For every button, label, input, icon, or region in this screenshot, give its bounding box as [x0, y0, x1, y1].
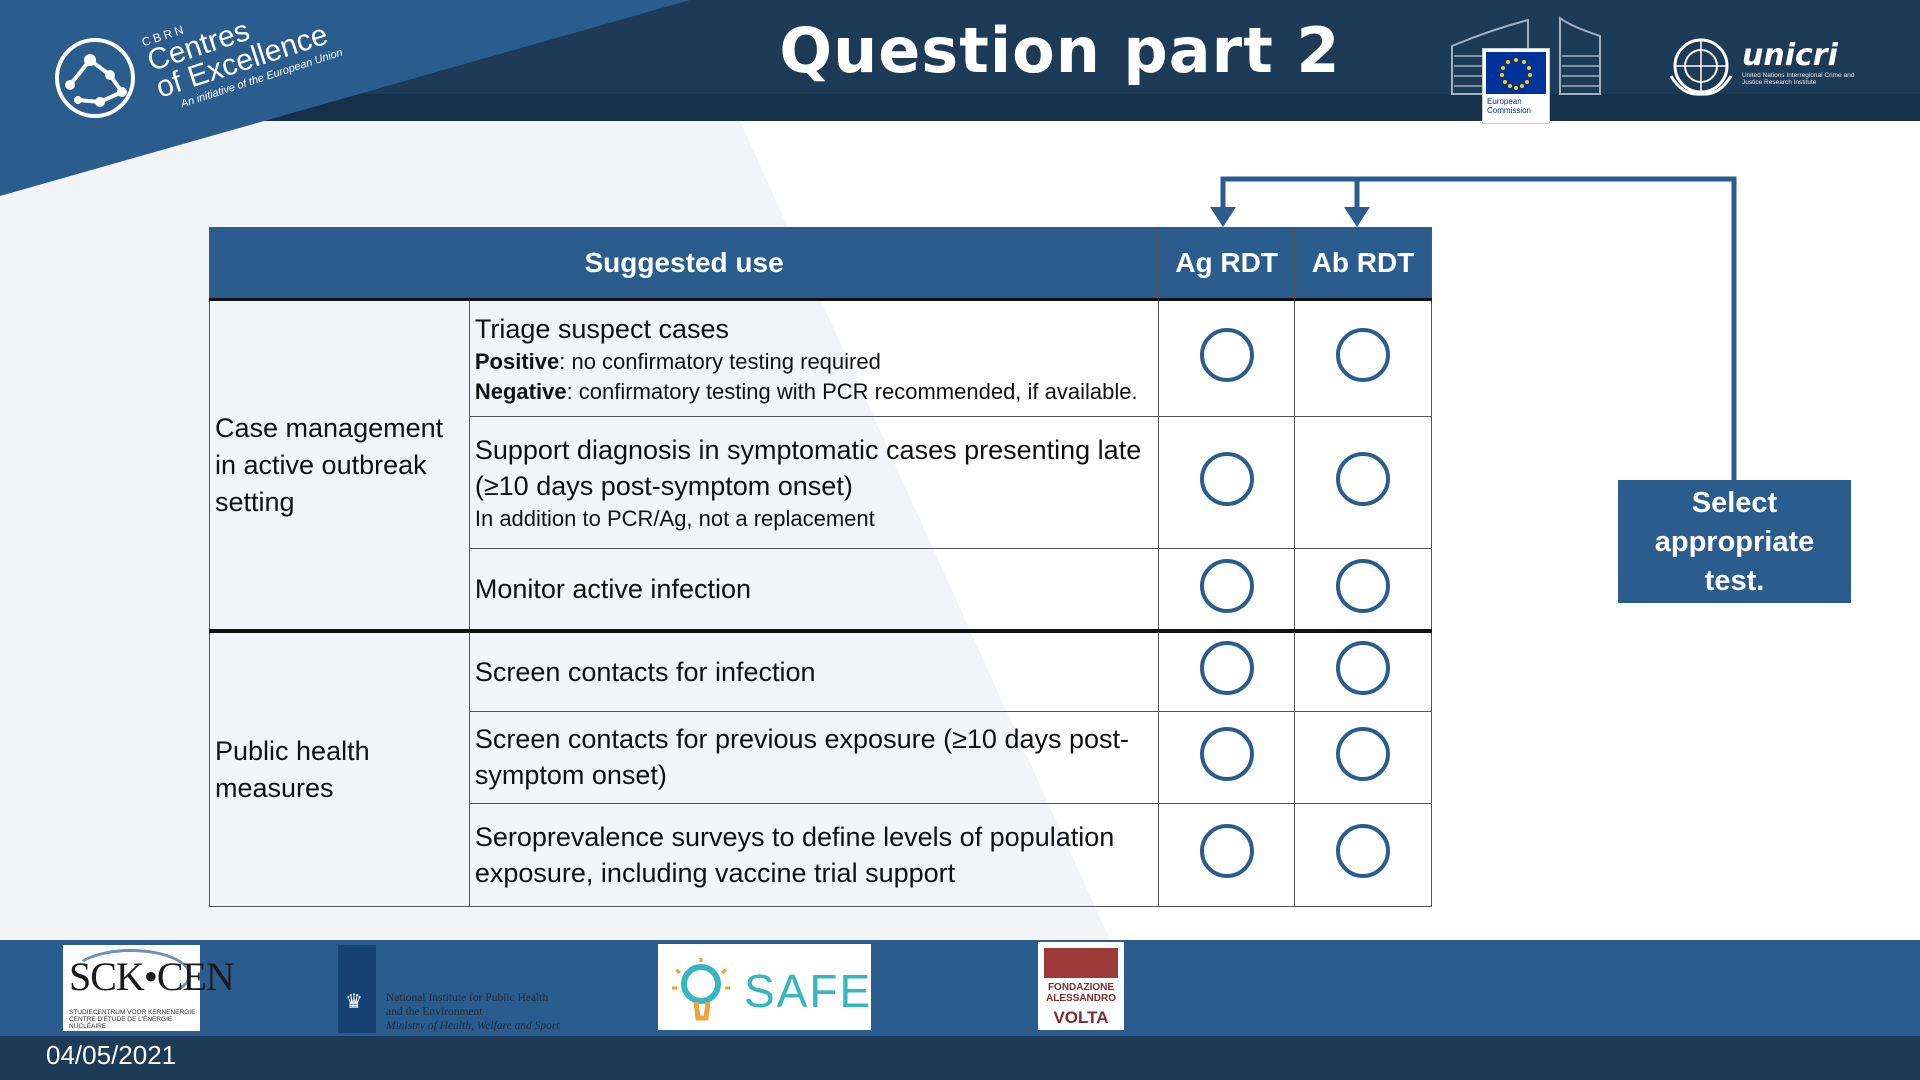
ab-cell[interactable] — [1294, 416, 1432, 550]
un-emblem-icon — [1669, 38, 1733, 96]
category-public-health: Public health measures — [209, 629, 470, 908]
table-header-row: Suggested use Ag RDT Ab RDT — [208, 227, 1432, 301]
ag-cell[interactable] — [1158, 298, 1296, 418]
ag-cell[interactable] — [1158, 629, 1296, 712]
use-screen-infection: Screen contacts for infection — [468, 629, 1160, 712]
table-row: Case management in active outbreak setti… — [209, 298, 1432, 632]
use-note: In addition to PCR/Ag, not a replacement — [474, 505, 875, 531]
arrow-head-ag — [1210, 207, 1236, 227]
lightbulb-icon — [672, 958, 730, 1021]
european-commission-logo: European Commission — [1482, 48, 1550, 124]
rivm-line3: Ministry of Health, Welfare and Sport — [386, 1020, 560, 1032]
ab-radio-circle[interactable] — [1336, 452, 1391, 507]
ab-cell[interactable] — [1294, 548, 1432, 632]
positive-line: Positive: no confirmatory testing requir… — [475, 347, 1158, 377]
header-ab-rdt: Ab RDT — [1294, 227, 1432, 301]
rivm-ribbon — [338, 945, 376, 1033]
volta-line2: ALESSANDRO — [1045, 993, 1116, 1004]
arrow-head-ab — [1344, 207, 1370, 227]
building-icon — [1044, 948, 1118, 978]
eu-flag-icon — [1486, 52, 1546, 94]
select-test-callout: Select appropriate test. — [1618, 480, 1851, 603]
ag-radio-circle[interactable] — [1199, 452, 1254, 507]
negative-text: : confirmatory testing with PCR recommen… — [566, 378, 1138, 404]
use-seroprevalence: Seroprevalence surveys to define levels … — [468, 802, 1160, 908]
ec-label-1: European — [1487, 97, 1522, 106]
use-screen-exposure: Screen contacts for previous exposure (≥… — [468, 710, 1160, 804]
cbrn-network-icon — [55, 38, 135, 118]
footer-bottom-bar — [0, 1036, 1920, 1080]
safe-logo: SAFE — [658, 944, 871, 1030]
safe-name: SAFE — [744, 965, 873, 1017]
unicri-logo-text: unicri — [1742, 38, 1838, 73]
ab-radio-circle[interactable] — [1336, 824, 1391, 879]
use-title: Triage suspect cases — [474, 313, 729, 344]
category-case-management: Case management in active outbreak setti… — [209, 299, 470, 632]
dutch-crest-icon: ♛ — [345, 991, 363, 1013]
ab-radio-circle[interactable] — [1336, 328, 1391, 383]
rivm-logo: ♛ National Institute for Public Health a… — [338, 945, 574, 1033]
header-diagonal-banner — [0, 0, 690, 196]
rdt-use-table: Suggested use Ag RDT Ab RDT Case managem… — [208, 227, 1432, 908]
use-triage: Triage suspect cases Positive: no confir… — [468, 298, 1160, 418]
volta-line3: VOLTA — [1053, 1008, 1109, 1027]
ab-cell[interactable] — [1294, 802, 1432, 908]
ag-radio-circle[interactable] — [1199, 726, 1254, 781]
ag-cell[interactable] — [1158, 416, 1296, 550]
positive-text: : no confirmatory testing required — [559, 348, 881, 374]
sck-name: SCK•CEN — [69, 954, 235, 999]
table-row: Monitor active infection — [210, 548, 1432, 632]
sck-arc-icon — [71, 949, 191, 1001]
ag-cell[interactable] — [1158, 548, 1296, 632]
rivm-line1: National Institute for Public Health — [386, 992, 549, 1004]
table-row: Screen contacts for previous exposure (≥… — [210, 710, 1432, 804]
header-ag-rdt: Ag RDT — [1158, 227, 1296, 301]
volta-foundation-logo: FONDAZIONE ALESSANDRO VOLTA — [1038, 942, 1124, 1030]
volta-line1: FONDAZIONE — [1047, 982, 1115, 993]
ab-cell[interactable] — [1294, 298, 1432, 418]
ab-radio-circle[interactable] — [1336, 641, 1391, 696]
ag-radio-circle[interactable] — [1199, 328, 1254, 383]
ab-radio-circle[interactable] — [1336, 558, 1391, 613]
use-monitor-infection: Monitor active infection — [468, 548, 1160, 632]
header-suggested-use: Suggested use — [208, 227, 1160, 301]
ag-radio-circle[interactable] — [1199, 641, 1254, 696]
unicri-subtitle: United Nations Interregional Crime and J… — [1742, 72, 1855, 86]
rivm-line2: and the Environment — [386, 1006, 483, 1018]
ab-cell[interactable] — [1294, 629, 1432, 712]
footer-bar — [0, 940, 1920, 1037]
ag-radio-circle[interactable] — [1199, 558, 1254, 613]
negative-line: Negative: confirmatory testing with PCR … — [475, 377, 1158, 407]
ec-label-2: Commission — [1487, 106, 1532, 115]
page-title: Question part 2 — [779, 14, 1341, 87]
sck-cen-logo: SCK•CEN STUDIECENTRUM VOOR KERNENERGIE C… — [63, 945, 235, 1031]
ab-cell[interactable] — [1294, 710, 1432, 804]
callout-line2: appropriate — [1654, 526, 1815, 558]
callout-line3: test. — [1704, 565, 1765, 597]
positive-label: Positive — [474, 348, 560, 374]
ag-radio-circle[interactable] — [1199, 824, 1254, 879]
use-support-diagnosis: Support diagnosis in symptomatic cases p… — [468, 416, 1160, 550]
sck-subtitle: STUDIECENTRUM VOOR KERNENERGIE CENTRE D'… — [69, 1009, 196, 1030]
ag-cell[interactable] — [1158, 802, 1296, 908]
negative-label: Negative — [474, 378, 567, 404]
footer-date: 04/05/2021 — [46, 1040, 177, 1070]
callout-line1: Select — [1691, 487, 1778, 519]
ag-cell[interactable] — [1158, 710, 1296, 804]
ab-radio-circle[interactable] — [1336, 726, 1391, 781]
table-row: Public health measures Screen contacts f… — [209, 629, 1432, 908]
table-row: Support diagnosis in symptomatic cases p… — [210, 416, 1432, 550]
use-title: Support diagnosis in symptomatic cases p… — [474, 434, 1142, 501]
table-row: Seroprevalence surveys to define levels … — [210, 802, 1432, 908]
